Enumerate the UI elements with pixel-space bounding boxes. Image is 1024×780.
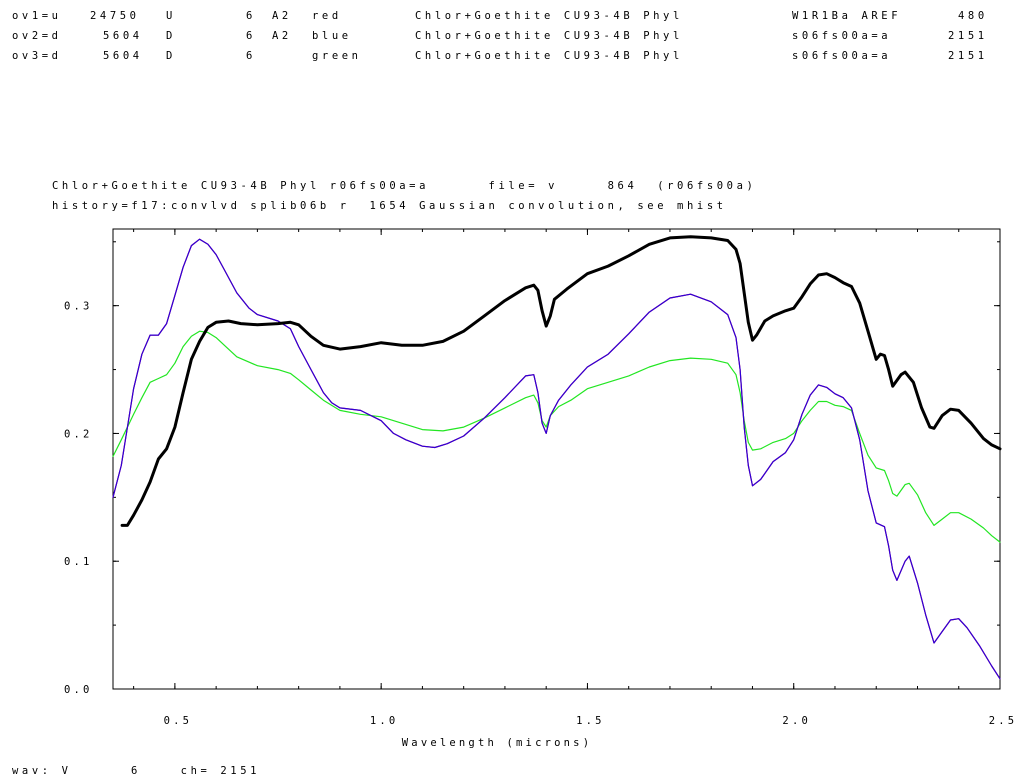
overlay-title: Chlor+Goethite CU93-4B Phyl: [415, 10, 683, 22]
overlay-id: ov1=u: [12, 10, 62, 22]
overlay-channels: 480: [958, 10, 988, 22]
y-tick-label: 0.1: [64, 556, 93, 568]
overlay-group: A2: [272, 30, 292, 42]
overlay-title: Chlor+Goethite CU93-4B Phyl: [415, 50, 683, 62]
overlay-id: ov3=d: [12, 50, 62, 62]
overlay-record: 5604: [103, 50, 143, 62]
x-tick-label: 1.5: [576, 715, 605, 727]
overlay-record: 24750: [90, 10, 140, 22]
plot-header-line1: Chlor+Goethite CU93-4B Phyl r06fs00a=a f…: [52, 180, 757, 192]
overlay-n: 6: [246, 10, 256, 22]
axis-ticks: [113, 229, 1001, 690]
overlay-type: D: [166, 50, 176, 62]
plot-header-line2: history=f17:convlvd splib06b r 1654 Gaus…: [52, 200, 727, 212]
x-tick-label: 0.5: [164, 715, 193, 727]
y-tick-label: 0.3: [64, 301, 93, 313]
y-tick-label: 0.2: [64, 428, 93, 440]
overlay-title: Chlor+Goethite CU93-4B Phyl: [415, 30, 683, 42]
overlay-type: D: [166, 30, 176, 42]
overlay-color: green: [312, 50, 362, 62]
series-line-main: [120, 235, 1002, 527]
overlay-channels: 2151: [948, 50, 988, 62]
overlay-n: 6: [246, 50, 256, 62]
overlay-n: 6: [246, 30, 256, 42]
overlay-color: red: [312, 10, 342, 22]
x-tick-label: 2.5: [989, 715, 1018, 727]
overlay-color: blue: [312, 30, 352, 42]
x-tick-label: 2.0: [782, 715, 811, 727]
x-axis-label: Wavelength (microns): [402, 737, 592, 749]
tick-labels: 0.5 1.0 1.5 2.0 2.5 0.0 0.1 0.2 0.3: [64, 301, 1018, 727]
overlay-record: 5604: [103, 30, 143, 42]
overlay-channels: 2151: [948, 30, 988, 42]
y-tick-label: 0.0: [64, 684, 93, 696]
plot-frame: [112, 228, 1001, 690]
overlay-id: ov2=d: [12, 30, 62, 42]
x-tick-label: 1.0: [370, 715, 399, 727]
overlay-group: A2: [272, 10, 292, 22]
overlay-type: U: [166, 10, 176, 22]
data-series: [112, 235, 1002, 680]
overlay-ref: W1R1Ba AREF: [792, 10, 902, 22]
series-line-blue: [112, 238, 1001, 680]
overlay-ref: s06fs00a=a: [792, 30, 892, 42]
series-line-green: [112, 330, 1001, 543]
footer-status: wav: V 6 ch= 2151: [12, 765, 261, 777]
overlay-ref: s06fs00a=a: [792, 50, 892, 62]
